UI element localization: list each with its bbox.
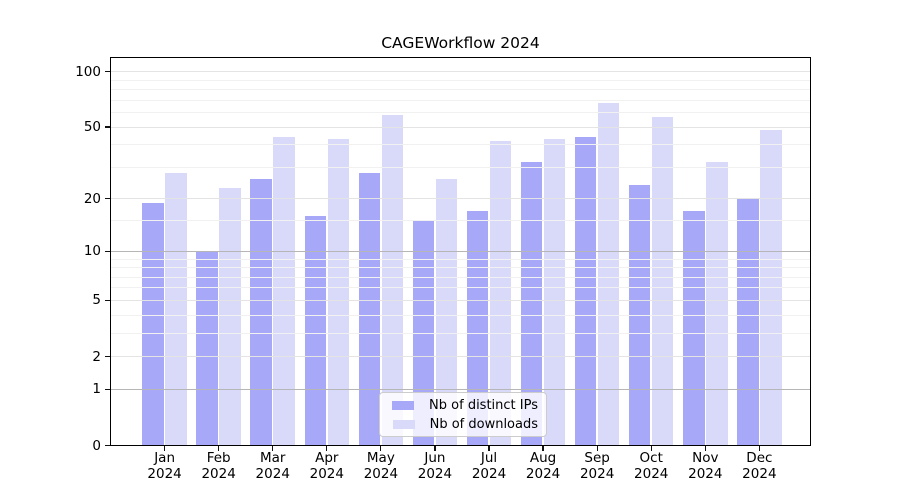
y-tick-label: 10 (83, 243, 101, 260)
y-tick-label: 2 (92, 348, 101, 365)
gridline-y-60 (111, 112, 810, 114)
y-tick-mark (105, 444, 110, 447)
gridline-y-9 (111, 258, 810, 260)
x-tick-mark (164, 446, 166, 451)
bar-downloads-jun (435, 178, 458, 446)
gridline-y-2 (111, 356, 810, 358)
legend-row-downloads: Nb of downloads (386, 417, 538, 432)
gridline-y-40 (111, 144, 810, 146)
x-tick-label: Apr 2024 (309, 449, 344, 483)
x-tick-label: Sep 2024 (579, 449, 615, 483)
bar-distinct-ips-nov (683, 211, 705, 446)
gridline-y-15 (111, 220, 810, 222)
y-tick-label: 1 (92, 381, 101, 398)
legend: Nb of distinct IPs Nb of downloads (379, 392, 547, 437)
x-tick-label: Mar 2024 (255, 449, 290, 483)
gridline-y-6 (111, 287, 810, 289)
y-tick-mark (105, 388, 110, 390)
x-tick-mark (434, 446, 436, 451)
legend-row-distinct-ips: Nb of distinct IPs (386, 398, 538, 413)
legend-swatch-downloads (392, 419, 415, 429)
y-tick-mark (105, 198, 110, 200)
bar-distinct-ips-jul (466, 211, 489, 446)
gridline-y-20 (111, 198, 810, 200)
gridline-y-30 (111, 166, 810, 168)
bar-downloads-may (381, 115, 404, 446)
x-tick-label: Jan 2024 (147, 449, 182, 483)
bar-distinct-ips-dec (737, 198, 759, 446)
x-tick-mark (488, 446, 490, 451)
gridline-y-50 (111, 126, 810, 128)
legend-label-downloads: Nb of downloads (429, 416, 538, 432)
bar-downloads-nov (706, 162, 728, 446)
x-tick-mark (704, 446, 706, 451)
y-tick-mark (105, 355, 110, 358)
gridline-y-4 (111, 314, 810, 316)
gridline-y-3 (111, 332, 810, 334)
bar-distinct-ips-may (358, 172, 381, 446)
y-tick-label: 5 (92, 292, 101, 309)
x-tick-mark (650, 446, 652, 451)
bar-distinct-ips-mar (250, 178, 272, 446)
x-tick-mark (758, 446, 760, 451)
x-tick-label: Jul 2024 (471, 449, 507, 483)
bar-downloads-apr (327, 138, 350, 446)
x-tick-label: May 2024 (363, 449, 399, 483)
gridline-y-70 (111, 99, 810, 101)
x-tick-mark (542, 446, 544, 451)
gridline-y-90 (111, 79, 810, 81)
y-tick-label: 20 (83, 190, 101, 207)
x-tick-label: Oct 2024 (634, 449, 669, 483)
y-tick-label: 50 (83, 119, 101, 136)
gridline-y-10 (111, 250, 810, 252)
x-tick-mark (326, 446, 328, 451)
bar-downloads-mar (273, 137, 295, 446)
bar-downloads-jul (489, 140, 512, 446)
x-tick-label: Aug 2024 (525, 449, 561, 483)
y-tick-mark (105, 250, 110, 252)
x-tick-mark (380, 446, 382, 451)
bar-downloads-feb (219, 188, 241, 446)
gridline-y-5 (111, 299, 810, 301)
x-tick-label: Jun 2024 (417, 449, 453, 483)
bar-downloads-sep (597, 102, 620, 446)
bar-distinct-ips-aug (520, 162, 543, 446)
legend-swatch-distinct-ips (392, 400, 415, 410)
gridline-y-7 (111, 276, 810, 278)
y-tick-label: 0 (92, 437, 101, 454)
gridline-y-1 (111, 388, 810, 390)
bar-downloads-aug (543, 138, 566, 446)
legend-label-distinct-ips: Nb of distinct IPs (429, 397, 538, 413)
y-tick-mark (105, 71, 110, 73)
chart-title: CAGEWorkflow 2024 (381, 34, 540, 52)
x-tick-label: Nov 2024 (688, 449, 723, 483)
x-tick-mark (596, 446, 598, 451)
bar-distinct-ips-apr (304, 216, 327, 446)
bar-distinct-ips-sep (574, 137, 597, 446)
y-tick-mark (105, 126, 110, 128)
gridline-y-80 (111, 89, 810, 91)
bar-distinct-ips-jan (142, 202, 164, 446)
x-tick-label: Dec 2024 (742, 449, 777, 483)
gridline-y-100 (111, 71, 810, 73)
y-tick-label: 100 (75, 63, 101, 80)
x-tick-mark (218, 446, 220, 451)
bar-downloads-jan (165, 172, 187, 446)
y-tick-mark (105, 299, 110, 301)
bar-distinct-ips-feb (196, 251, 218, 446)
gridline-y-8 (111, 267, 810, 269)
x-tick-label: Feb 2024 (201, 449, 236, 483)
x-tick-mark (272, 446, 274, 451)
